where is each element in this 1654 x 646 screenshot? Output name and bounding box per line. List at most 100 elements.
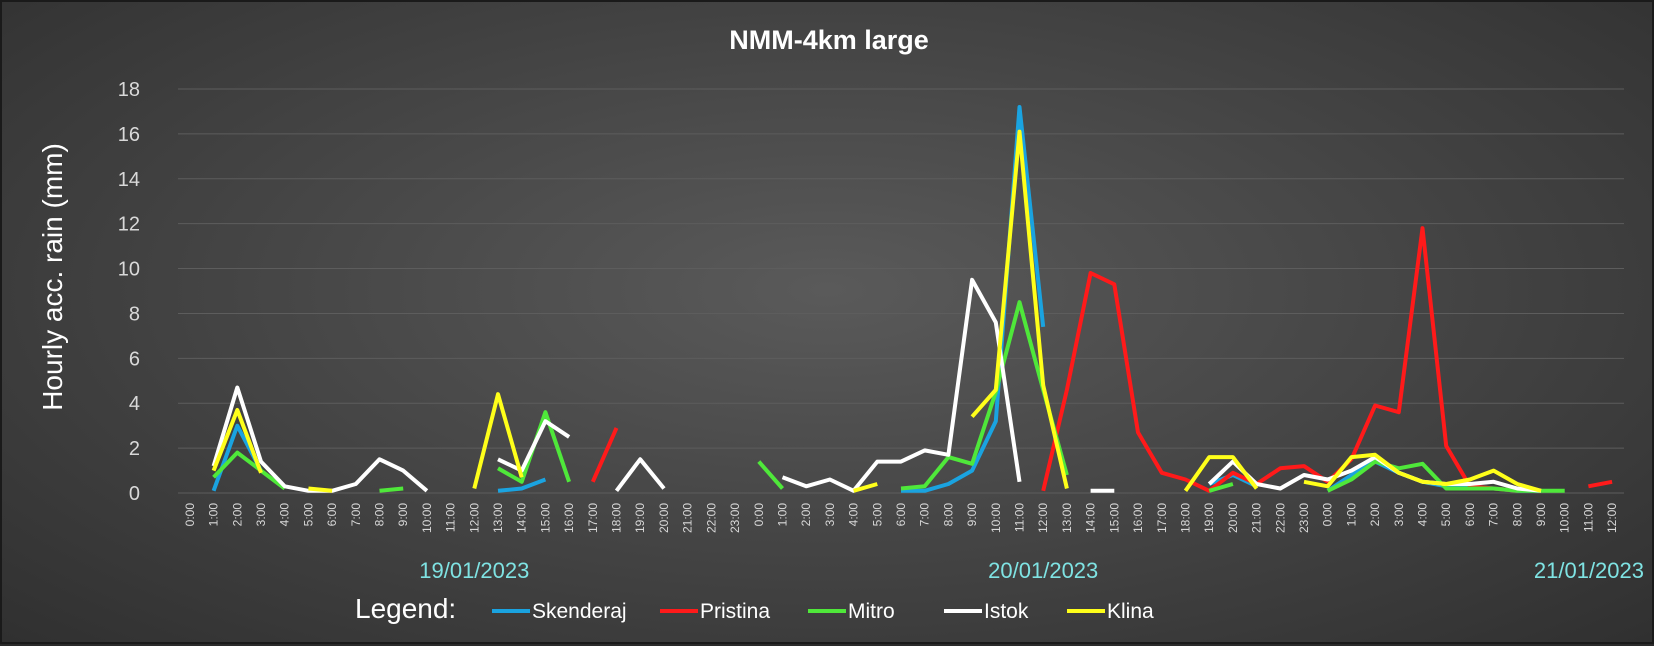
series-line-segment (901, 105, 1046, 493)
series-line-segment (781, 277, 1022, 493)
x-tick-label: 1:00 (1344, 503, 1358, 527)
date-label: 21/01/2023 (1534, 558, 1644, 583)
x-tick-label: 6:00 (1463, 503, 1477, 527)
x-tick-label: 20:00 (657, 503, 671, 533)
gridlines (178, 88, 1624, 494)
legend-label: Pristina (700, 600, 770, 623)
x-tick-label: 5:00 (301, 503, 315, 527)
series-line-segment (1183, 455, 1259, 492)
legend-label: Klina (1107, 600, 1154, 623)
x-tick-label: 2:00 (230, 503, 244, 527)
series-line-segment (308, 486, 333, 493)
x-tick-label: 3:00 (1392, 503, 1406, 527)
x-tick-label: 9:00 (1534, 503, 1548, 527)
y-tick-label: 2 (129, 438, 140, 460)
x-tick-label: 11:00 (444, 503, 458, 532)
x-tick-label: 22:00 (704, 503, 718, 533)
x-tick-label: 8:00 (941, 503, 955, 527)
series-line-segment (970, 129, 1069, 489)
x-tick-label: 13:00 (1060, 503, 1074, 533)
y-tick-label: 12 (118, 214, 140, 236)
x-tick-label: 13:00 (491, 503, 505, 533)
date-label: 19/01/2023 (419, 558, 529, 583)
x-tick-label: 0:00 (183, 503, 197, 527)
series-line-segment (212, 450, 286, 491)
legend-label: Skenderaj (532, 600, 627, 623)
x-tick-label: 5:00 (870, 503, 884, 527)
legend: Legend: Skenderaj Pristina Mitro Istok Klina (355, 593, 1154, 624)
x-tick-label: 3:00 (254, 503, 268, 527)
x-tick-label: 4:00 (1416, 503, 1430, 527)
x-tick-label: 8:00 (1510, 503, 1524, 527)
x-tick-label: 7:00 (1487, 503, 1501, 527)
y-tick-label: 0 (129, 483, 140, 505)
y-tick-label: 18 (118, 79, 140, 101)
x-tick-label: 4:00 (847, 503, 861, 527)
x-tick-label: 10:00 (989, 503, 1003, 533)
series-line-segment (853, 482, 878, 493)
x-tick-label: 16:00 (1131, 503, 1145, 533)
x-tick-label: 12:00 (1036, 503, 1050, 533)
series-line-segment (472, 392, 524, 489)
series-lines (211, 105, 1613, 493)
date-label: 20/01/2023 (988, 558, 1098, 583)
x-tick-label: 21:00 (1250, 503, 1264, 533)
x-tick-label: 2:00 (1368, 503, 1382, 527)
y-tick-label: 10 (118, 259, 140, 281)
legend-item-mitro: Mitro (808, 600, 895, 623)
x-tick-label: 1:00 (207, 503, 221, 527)
y-tick-label: 6 (129, 348, 140, 370)
legend-item-klina: Klina (1067, 600, 1154, 623)
series-skenderaj (211, 105, 1541, 493)
x-tick-label: 15:00 (538, 503, 552, 533)
x-tick-label: 7:00 (918, 503, 932, 527)
x-tick-label: 9:00 (965, 503, 979, 527)
series-line-segment (379, 486, 404, 493)
series-pristina (590, 226, 1613, 493)
x-tick-label: 4:00 (278, 503, 292, 527)
legend-item-skenderaj: Skenderaj (492, 600, 627, 623)
series-line-segment (614, 457, 666, 493)
legend-label: Mitro (848, 600, 895, 623)
x-tick-label: 20:00 (1226, 503, 1240, 533)
x-tick-label: 14:00 (1084, 503, 1098, 533)
series-line-segment (900, 300, 1069, 491)
chart-title: NMM-4km large (729, 25, 929, 55)
y-tick-label: 8 (129, 303, 140, 325)
x-tick-label: 23:00 (728, 503, 742, 533)
series-klina (211, 129, 1542, 493)
x-tick-label: 12:00 (467, 503, 481, 533)
x-tick-label: 9:00 (396, 503, 410, 527)
x-tick-label: 19:00 (633, 503, 647, 533)
x-tick-label: 1:00 (775, 503, 789, 527)
x-tick-label: 21:00 (681, 503, 695, 533)
series-line-segment (590, 427, 619, 483)
x-tick-label: 15:00 (1107, 503, 1121, 533)
x-tick-label: 11:00 (1013, 503, 1027, 532)
x-tick-label: 2:00 (799, 503, 813, 527)
series-line-segment (1041, 226, 1518, 493)
x-tick-label: 3:00 (823, 503, 837, 527)
y-tick-label: 4 (129, 393, 140, 415)
series-istok (211, 277, 1542, 493)
legend-item-istok: Istok (944, 600, 1029, 623)
x-tick-label: 10:00 (1558, 503, 1572, 533)
x-axis-ticks: 0:00 1:00 2:00 3:00 4:00 5:00 6:00 7:00 8:00 9:00… (183, 503, 1619, 533)
y-tick-label: 14 (118, 169, 140, 191)
date-labels: 19/01/2023 20/01/2023 21/01/2023 (419, 558, 1644, 583)
series-line-segment (497, 477, 547, 493)
x-tick-label: 22:00 (1273, 503, 1287, 533)
y-axis-ticks: 0 2 4 6 8 10 12 14 16 18 (118, 79, 140, 505)
x-tick-label: 12:00 (1605, 503, 1619, 533)
legend-title: Legend: (355, 593, 456, 624)
series-line-segment (757, 460, 785, 490)
x-tick-label: 8:00 (372, 503, 386, 527)
x-tick-label: 6:00 (325, 503, 339, 527)
series-line-segment (211, 408, 263, 474)
x-tick-label: 19:00 (1202, 503, 1216, 533)
series-line-segment (1303, 452, 1542, 493)
x-tick-label: 14:00 (515, 503, 529, 533)
x-tick-label: 18:00 (610, 503, 624, 533)
